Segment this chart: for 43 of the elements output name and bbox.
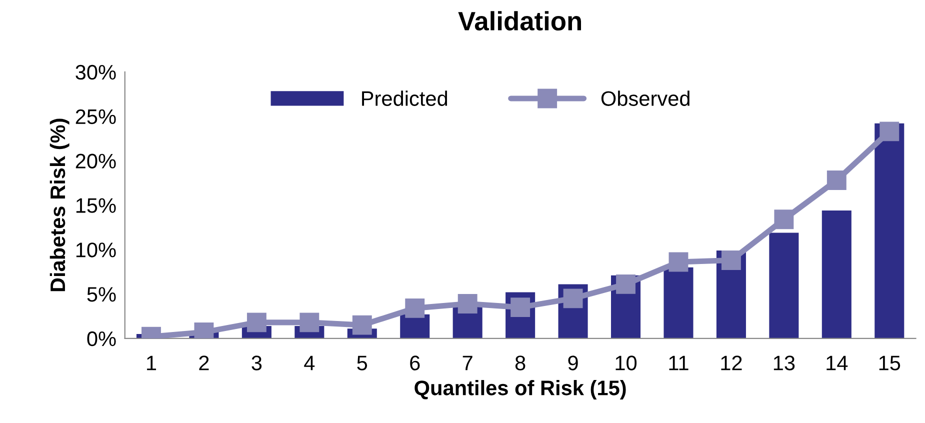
point <box>563 288 583 308</box>
y-tick-label: 30% <box>76 64 116 80</box>
y-tick-label: 15% <box>76 198 116 213</box>
y-axis-title: Diabetes Risk (%) <box>50 118 70 292</box>
x-tick-label: 10 <box>616 356 637 370</box>
legend-label: Predicted <box>362 90 448 106</box>
x-tick-label: 4 <box>304 356 315 370</box>
y-tick-label: 0% <box>87 331 116 346</box>
bar <box>874 123 904 338</box>
x-axis-title: Quantiles of Risk (15) <box>414 380 626 400</box>
x-tick-label: 1 <box>147 356 156 370</box>
bar <box>664 267 694 338</box>
y-tick-label: 5% <box>87 287 116 302</box>
point <box>352 315 372 335</box>
point <box>880 122 900 142</box>
y-tick-label: 10% <box>76 242 116 258</box>
x-tick-label: 9 <box>568 356 578 370</box>
point <box>405 298 425 318</box>
point <box>246 312 266 332</box>
point <box>826 170 846 190</box>
point <box>668 252 688 272</box>
x-tick-label: 13 <box>774 356 795 370</box>
x-tick-label: 11 <box>669 356 688 370</box>
x-tick-label: 6 <box>410 356 420 370</box>
point <box>300 312 320 332</box>
x-tick-label: 8 <box>515 356 526 370</box>
point <box>721 250 741 270</box>
x-tick-label: 3 <box>252 356 262 370</box>
x-tick-label: 2 <box>199 356 209 370</box>
bar <box>769 232 799 338</box>
point <box>616 274 636 294</box>
y-tick-label: 25% <box>76 109 116 124</box>
y-tick-label: 20% <box>76 154 116 168</box>
bar <box>822 210 852 338</box>
point <box>458 294 478 314</box>
x-tick-label: 12 <box>721 356 742 370</box>
x-tick-label: 5 <box>357 356 368 370</box>
legend-label: Observed <box>601 90 690 106</box>
x-tick-label: 7 <box>462 356 472 370</box>
x-tick-label: 15 <box>879 356 900 370</box>
x-tick-label: 14 <box>826 356 848 370</box>
point <box>774 210 794 230</box>
chart-title: Validation <box>458 11 582 31</box>
